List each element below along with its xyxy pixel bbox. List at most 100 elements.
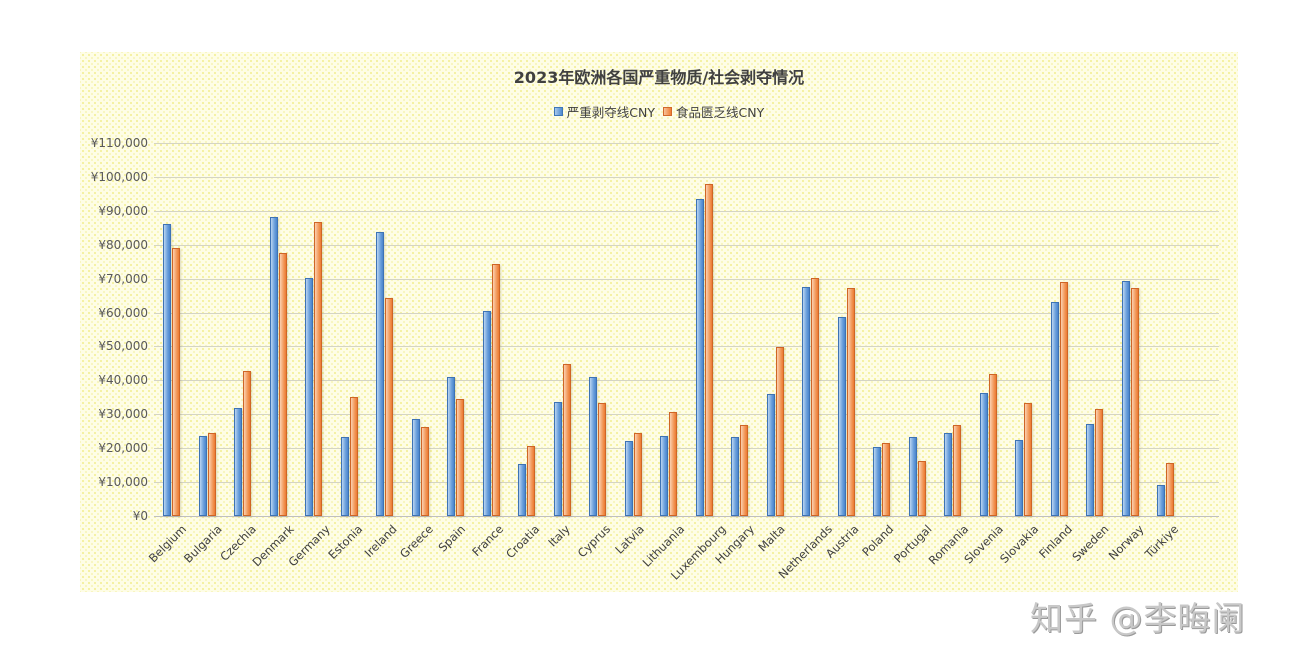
y-tick-label: ¥20,000 xyxy=(98,441,148,456)
bar-severe-luxembourg xyxy=(695,199,704,516)
gridline xyxy=(154,244,1219,246)
bar-severe-belgium xyxy=(163,223,171,516)
gridline xyxy=(154,278,1219,280)
x-tick-label: Bulgaria xyxy=(180,522,225,566)
gridline xyxy=(154,143,1219,144)
bar-food-spain xyxy=(456,398,464,516)
bar-severe-slovakia xyxy=(1015,440,1023,516)
gridline xyxy=(154,482,1219,484)
bar-severe-norway xyxy=(1121,281,1130,516)
x-tick-label: Belgium xyxy=(145,522,189,566)
bar-severe-bulgaria xyxy=(198,436,207,516)
bar-severe-ireland xyxy=(376,232,384,516)
legend: 严重剥夺线CNY 食品匮乏线CNY xyxy=(80,102,1238,121)
y-tick-label: ¥100,000 xyxy=(90,169,148,184)
x-tick-label: Estonia xyxy=(325,522,365,562)
bar-food-lithuania xyxy=(669,411,677,516)
bar-severe-latvia xyxy=(624,440,633,516)
gridline xyxy=(154,346,1219,348)
bar-severe-czechia xyxy=(234,408,242,516)
x-tick-label: Croatia xyxy=(502,522,543,562)
y-tick-label: ¥60,000 xyxy=(98,305,148,320)
bar-food-ireland xyxy=(385,298,393,516)
gridline xyxy=(154,176,1219,178)
bar-severe-malta xyxy=(766,394,775,516)
y-tick-label: ¥110,000 xyxy=(90,136,148,150)
y-tick-label: ¥10,000 xyxy=(98,475,148,490)
legend-label-food: 食品匮乏线CNY xyxy=(675,105,765,120)
x-tick-label: Poland xyxy=(859,522,897,560)
bar-food-italy xyxy=(562,364,571,516)
x-tick-label: Slovakia xyxy=(997,522,1042,567)
legend-label-severe: 严重剥夺线CNY xyxy=(566,105,655,120)
x-tick-label: Malta xyxy=(755,522,788,555)
bar-food-luxembourg xyxy=(704,183,713,516)
bar-food-france xyxy=(491,264,500,516)
y-tick-label: ¥90,000 xyxy=(98,203,148,218)
x-tick-label: Finland xyxy=(1035,522,1075,561)
x-tick-label: Türkiye xyxy=(1142,522,1182,562)
x-tick-label: Sweden xyxy=(1069,522,1112,565)
x-tick-label: France xyxy=(468,522,506,559)
bar-food-türkiye xyxy=(1166,463,1174,516)
bar-severe-cyprus xyxy=(589,377,597,516)
bar-food-netherlands xyxy=(811,277,819,516)
bar-food-poland xyxy=(882,443,890,516)
bar-food-hungary xyxy=(740,424,748,516)
gridline xyxy=(154,380,1219,382)
bar-food-slovakia xyxy=(1024,403,1032,516)
bar-food-portugal xyxy=(917,461,926,516)
gridline xyxy=(154,414,1219,416)
bar-severe-netherlands xyxy=(802,286,810,516)
bar-severe-spain xyxy=(447,377,455,516)
bar-severe-slovenia xyxy=(979,392,988,516)
y-tick-label: ¥70,000 xyxy=(98,271,148,286)
bar-food-czechia xyxy=(243,370,251,516)
bar-severe-sweden xyxy=(1086,424,1094,516)
bar-severe-greece xyxy=(411,419,420,516)
x-axis-line xyxy=(154,516,1219,517)
x-tick-label: Latvia xyxy=(612,522,647,557)
x-tick-label: Greece xyxy=(396,522,436,561)
chart-area: 2023年欧洲各国严重物质/社会剥夺情况 严重剥夺线CNY 食品匮乏线CNY ¥… xyxy=(80,52,1238,592)
legend-item-food: 食品匮乏线CNY xyxy=(662,102,765,121)
x-tick-label: Norway xyxy=(1105,522,1147,563)
legend-swatch-blue-icon xyxy=(553,107,563,116)
bar-food-bulgaria xyxy=(207,432,216,516)
bar-severe-türkiye xyxy=(1157,485,1165,516)
bar-food-austria xyxy=(846,288,855,516)
bar-food-norway xyxy=(1130,287,1139,516)
bar-severe-poland xyxy=(873,446,881,516)
chart-title: 2023年欧洲各国严重物质/社会剥夺情况 xyxy=(513,68,805,87)
bar-food-slovenia xyxy=(988,373,997,516)
watermark: 知乎 @李晦阑 xyxy=(1030,599,1246,638)
bar-severe-finland xyxy=(1050,302,1059,516)
gridline xyxy=(154,312,1219,314)
bar-severe-croatia xyxy=(518,464,526,516)
x-tick-label: Ireland xyxy=(361,522,400,561)
bar-severe-portugal xyxy=(908,437,917,516)
y-tick-label: ¥50,000 xyxy=(98,339,148,354)
bar-food-estonia xyxy=(349,396,358,516)
bar-severe-denmark xyxy=(269,216,278,516)
bar-food-finland xyxy=(1059,282,1068,516)
bar-food-cyprus xyxy=(598,403,606,516)
gridline xyxy=(154,448,1219,450)
bar-food-belgium xyxy=(172,248,180,516)
bar-food-greece xyxy=(420,426,429,516)
bar-food-malta xyxy=(775,347,784,516)
bar-severe-germany xyxy=(305,277,313,516)
bar-food-sweden xyxy=(1095,409,1103,516)
x-tick-label: Cyprus xyxy=(574,522,613,561)
legend-swatch-orange-icon xyxy=(662,107,672,116)
bar-severe-austria xyxy=(837,317,846,516)
y-tick-label: ¥0 xyxy=(132,509,148,523)
bar-food-germany xyxy=(314,222,322,516)
bar-food-croatia xyxy=(527,446,535,516)
bar-food-latvia xyxy=(633,432,642,516)
y-tick-label: ¥80,000 xyxy=(98,237,148,252)
bar-severe-france xyxy=(482,311,491,516)
bar-severe-hungary xyxy=(731,437,739,516)
legend-item-severe: 严重剥夺线CNY xyxy=(553,102,655,121)
bar-severe-italy xyxy=(553,402,562,516)
